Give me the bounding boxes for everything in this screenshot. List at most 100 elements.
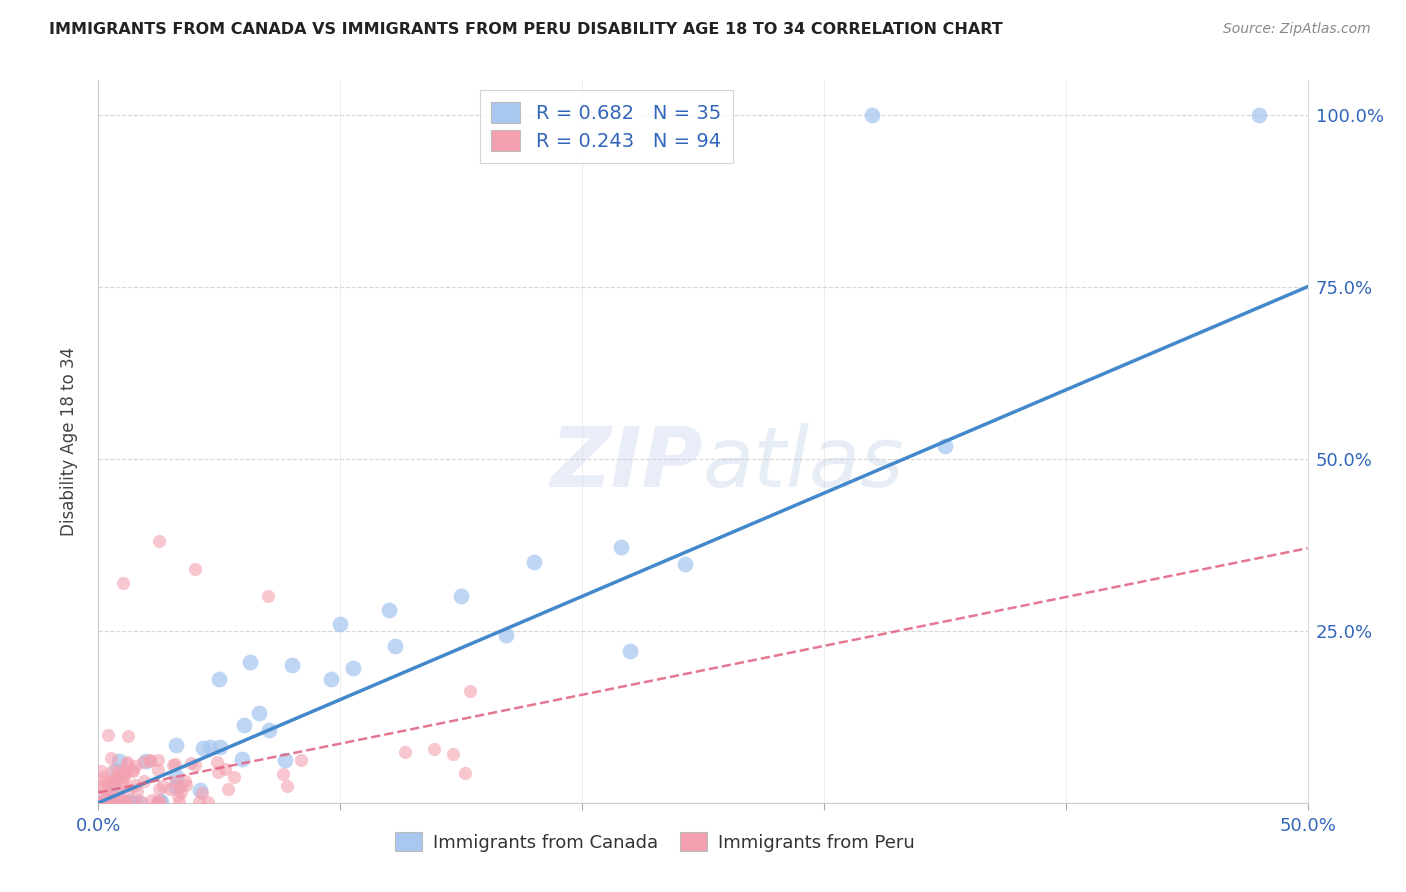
Point bbox=[152, 779, 174, 793]
Point bbox=[90, 780, 112, 795]
Point bbox=[523, 555, 546, 569]
Point bbox=[94, 795, 117, 809]
Point bbox=[247, 706, 270, 721]
Point bbox=[127, 784, 149, 798]
Point bbox=[127, 795, 149, 809]
Point bbox=[191, 786, 214, 800]
Point bbox=[132, 774, 155, 789]
Point bbox=[232, 717, 254, 731]
Point bbox=[101, 795, 124, 809]
Point bbox=[198, 740, 221, 755]
Point bbox=[384, 639, 406, 653]
Point bbox=[97, 776, 120, 790]
Point bbox=[107, 766, 129, 780]
Point bbox=[100, 788, 122, 802]
Point bbox=[124, 795, 146, 809]
Point bbox=[184, 562, 207, 576]
Point bbox=[169, 779, 191, 793]
Point bbox=[117, 784, 139, 798]
Text: ZIP: ZIP bbox=[550, 423, 703, 504]
Point bbox=[103, 775, 125, 789]
Point bbox=[131, 795, 153, 809]
Point bbox=[117, 756, 139, 771]
Point bbox=[148, 753, 170, 767]
Point bbox=[90, 795, 112, 809]
Point bbox=[107, 763, 129, 777]
Point bbox=[100, 795, 122, 809]
Point bbox=[97, 795, 120, 809]
Point bbox=[148, 782, 170, 797]
Point bbox=[138, 754, 160, 768]
Point bbox=[394, 745, 416, 759]
Point bbox=[100, 751, 122, 765]
Point bbox=[90, 795, 112, 809]
Point bbox=[191, 740, 214, 755]
Y-axis label: Disability Age 18 to 34: Disability Age 18 to 34 bbox=[59, 347, 77, 536]
Point bbox=[101, 764, 124, 778]
Point bbox=[121, 764, 143, 778]
Point bbox=[207, 764, 229, 779]
Point bbox=[257, 723, 280, 738]
Point bbox=[107, 789, 129, 804]
Point bbox=[454, 765, 477, 780]
Point bbox=[610, 540, 633, 554]
Point bbox=[183, 758, 205, 772]
Point bbox=[112, 767, 135, 781]
Point bbox=[165, 769, 187, 783]
Point bbox=[112, 775, 135, 789]
Point bbox=[93, 795, 115, 809]
Point bbox=[101, 774, 124, 789]
Point bbox=[256, 590, 278, 604]
Point bbox=[188, 795, 211, 809]
Point bbox=[321, 672, 343, 686]
Point bbox=[934, 439, 956, 453]
Point bbox=[107, 755, 129, 769]
Point bbox=[90, 795, 112, 809]
Point bbox=[114, 765, 136, 780]
Point bbox=[495, 627, 517, 641]
Point bbox=[149, 794, 172, 808]
Point bbox=[93, 773, 115, 788]
Point bbox=[162, 758, 184, 772]
Point bbox=[114, 795, 136, 809]
Point bbox=[173, 774, 195, 789]
Point bbox=[104, 764, 127, 779]
Point bbox=[149, 795, 172, 809]
Point bbox=[179, 756, 201, 771]
Point bbox=[104, 795, 127, 809]
Point bbox=[97, 728, 120, 742]
Point bbox=[91, 795, 114, 809]
Point bbox=[166, 789, 188, 803]
Point bbox=[165, 738, 187, 752]
Point bbox=[91, 770, 114, 784]
Point bbox=[135, 754, 157, 768]
Point bbox=[860, 108, 883, 122]
Text: Source: ZipAtlas.com: Source: ZipAtlas.com bbox=[1223, 22, 1371, 37]
Point bbox=[110, 778, 132, 792]
Point bbox=[111, 575, 134, 590]
Point bbox=[139, 753, 162, 767]
Point bbox=[91, 782, 114, 797]
Point bbox=[290, 753, 312, 767]
Point bbox=[208, 672, 231, 686]
Point bbox=[90, 764, 112, 778]
Point bbox=[146, 795, 169, 809]
Text: atlas: atlas bbox=[703, 423, 904, 504]
Point bbox=[329, 616, 352, 631]
Point bbox=[342, 661, 364, 675]
Point bbox=[107, 790, 129, 805]
Point bbox=[673, 557, 696, 571]
Point bbox=[159, 782, 181, 797]
Point bbox=[169, 795, 191, 809]
Point bbox=[104, 771, 127, 785]
Point bbox=[197, 795, 219, 809]
Legend: Immigrants from Canada, Immigrants from Peru: Immigrants from Canada, Immigrants from … bbox=[388, 825, 921, 859]
Point bbox=[441, 747, 464, 761]
Point bbox=[224, 770, 246, 784]
Point bbox=[271, 767, 294, 781]
Point bbox=[117, 795, 139, 809]
Point bbox=[121, 764, 143, 778]
Point bbox=[124, 759, 146, 773]
Point bbox=[176, 778, 198, 792]
Point bbox=[281, 658, 304, 673]
